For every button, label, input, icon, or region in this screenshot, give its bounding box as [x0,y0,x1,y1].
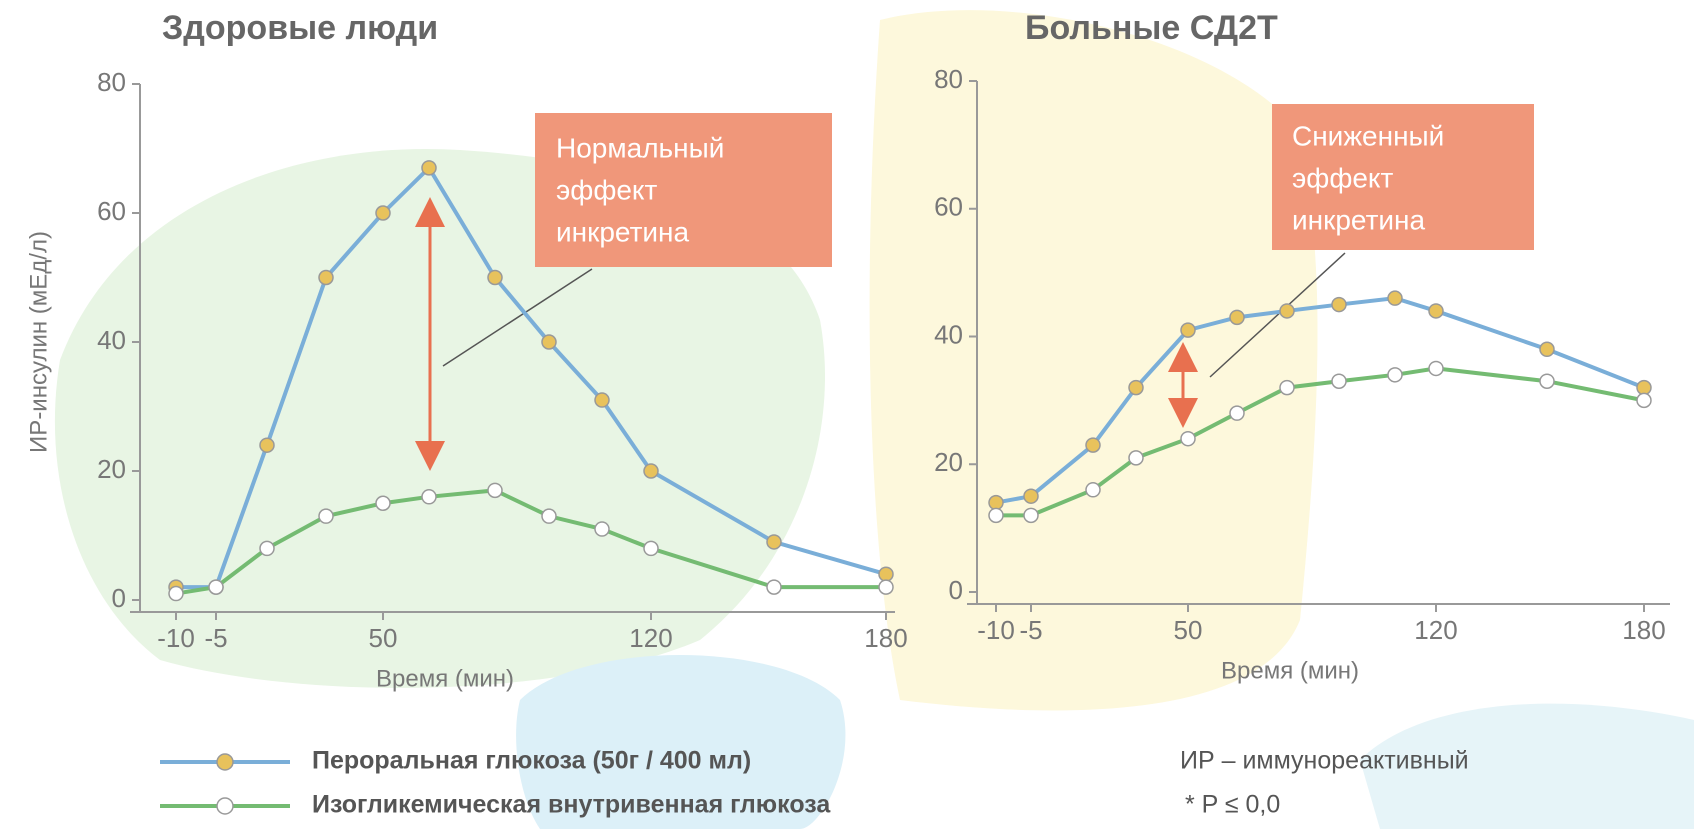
y-tick-label: 60 [97,196,126,226]
annotation-text: инкретина [556,216,689,247]
point [1388,291,1402,305]
y-tick-label: 20 [97,454,126,484]
point [1086,483,1100,497]
point [1129,451,1143,465]
point [989,508,1003,522]
legend-label: Изогликемическая внутривенная глюкоза [312,791,831,819]
x-tick-label: 120 [629,623,672,653]
point [422,161,436,175]
point [1280,381,1294,395]
point [422,490,436,504]
point [542,509,556,523]
x-tick-label: 180 [1622,615,1665,645]
point [488,271,502,285]
point [1129,381,1143,395]
point [260,438,274,452]
point [1181,323,1195,337]
point [1332,298,1346,312]
x-tick-label: 120 [1414,615,1457,645]
point [595,393,609,407]
point [209,580,223,594]
point [1280,304,1294,318]
y-tick-label: 0 [949,575,963,605]
y-tick-label: 80 [97,67,126,97]
point [989,496,1003,510]
point [1024,489,1038,503]
point [1086,438,1100,452]
y-tick-label: 80 [934,64,963,94]
point [1024,508,1038,522]
point [319,271,333,285]
bg-blob [870,10,1318,710]
annotation-text: эффект [1292,162,1393,193]
annotation-text: эффект [556,174,657,205]
annotation-text: Сниженный [1292,120,1444,151]
x-tick-label: -5 [1019,615,1042,645]
note: * P ≤ 0,0 [1185,791,1280,819]
point [644,541,658,555]
point [376,206,390,220]
point [1540,342,1554,356]
point [1637,393,1651,407]
point [1429,304,1443,318]
legend-label: Пероральная глюкоза (50г / 400 мл) [312,747,751,775]
point [1637,381,1651,395]
point [319,509,333,523]
x-tick-label: -10 [977,615,1015,645]
point [376,496,390,510]
point [1332,374,1346,388]
x-tick-label: 180 [864,623,907,653]
slide: ИР – иммунореактивный * P ≤ 0,0 Здоровые… [0,0,1694,829]
point [767,580,781,594]
legend-marker [217,754,233,770]
annotation-text: инкретина [1292,204,1425,235]
point [169,587,183,601]
point [542,335,556,349]
chart-title: Здоровые люди [162,9,438,47]
x-tick-label: 50 [369,623,398,653]
point [1230,310,1244,324]
x-tick-label: 50 [1174,615,1203,645]
y-tick-label: 60 [934,192,963,222]
y-tick-label: 0 [112,583,126,613]
x-tick-label: -10 [157,623,195,653]
point [879,567,893,581]
legend-marker [217,798,233,814]
chart-title: Больные СД2Т [1025,9,1278,47]
point [1429,361,1443,375]
point [1230,406,1244,420]
point [1181,432,1195,446]
point [260,541,274,555]
x-tick-label: -5 [204,623,227,653]
annotation-text: Нормальный [556,132,724,163]
point [1540,374,1554,388]
y-tick-label: 20 [934,447,963,477]
x-axis-label: Время (мин) [376,665,514,692]
point [644,464,658,478]
y-tick-label: 40 [97,325,126,355]
point [488,483,502,497]
point [879,580,893,594]
point [595,522,609,536]
y-axis-label: ИР-инсулин (мЕд/л) [25,231,52,453]
point [767,535,781,549]
point [1388,368,1402,382]
x-axis-label: Время (мин) [1221,657,1359,684]
note: ИР – иммунореактивный [1180,747,1469,775]
y-tick-label: 40 [934,319,963,349]
